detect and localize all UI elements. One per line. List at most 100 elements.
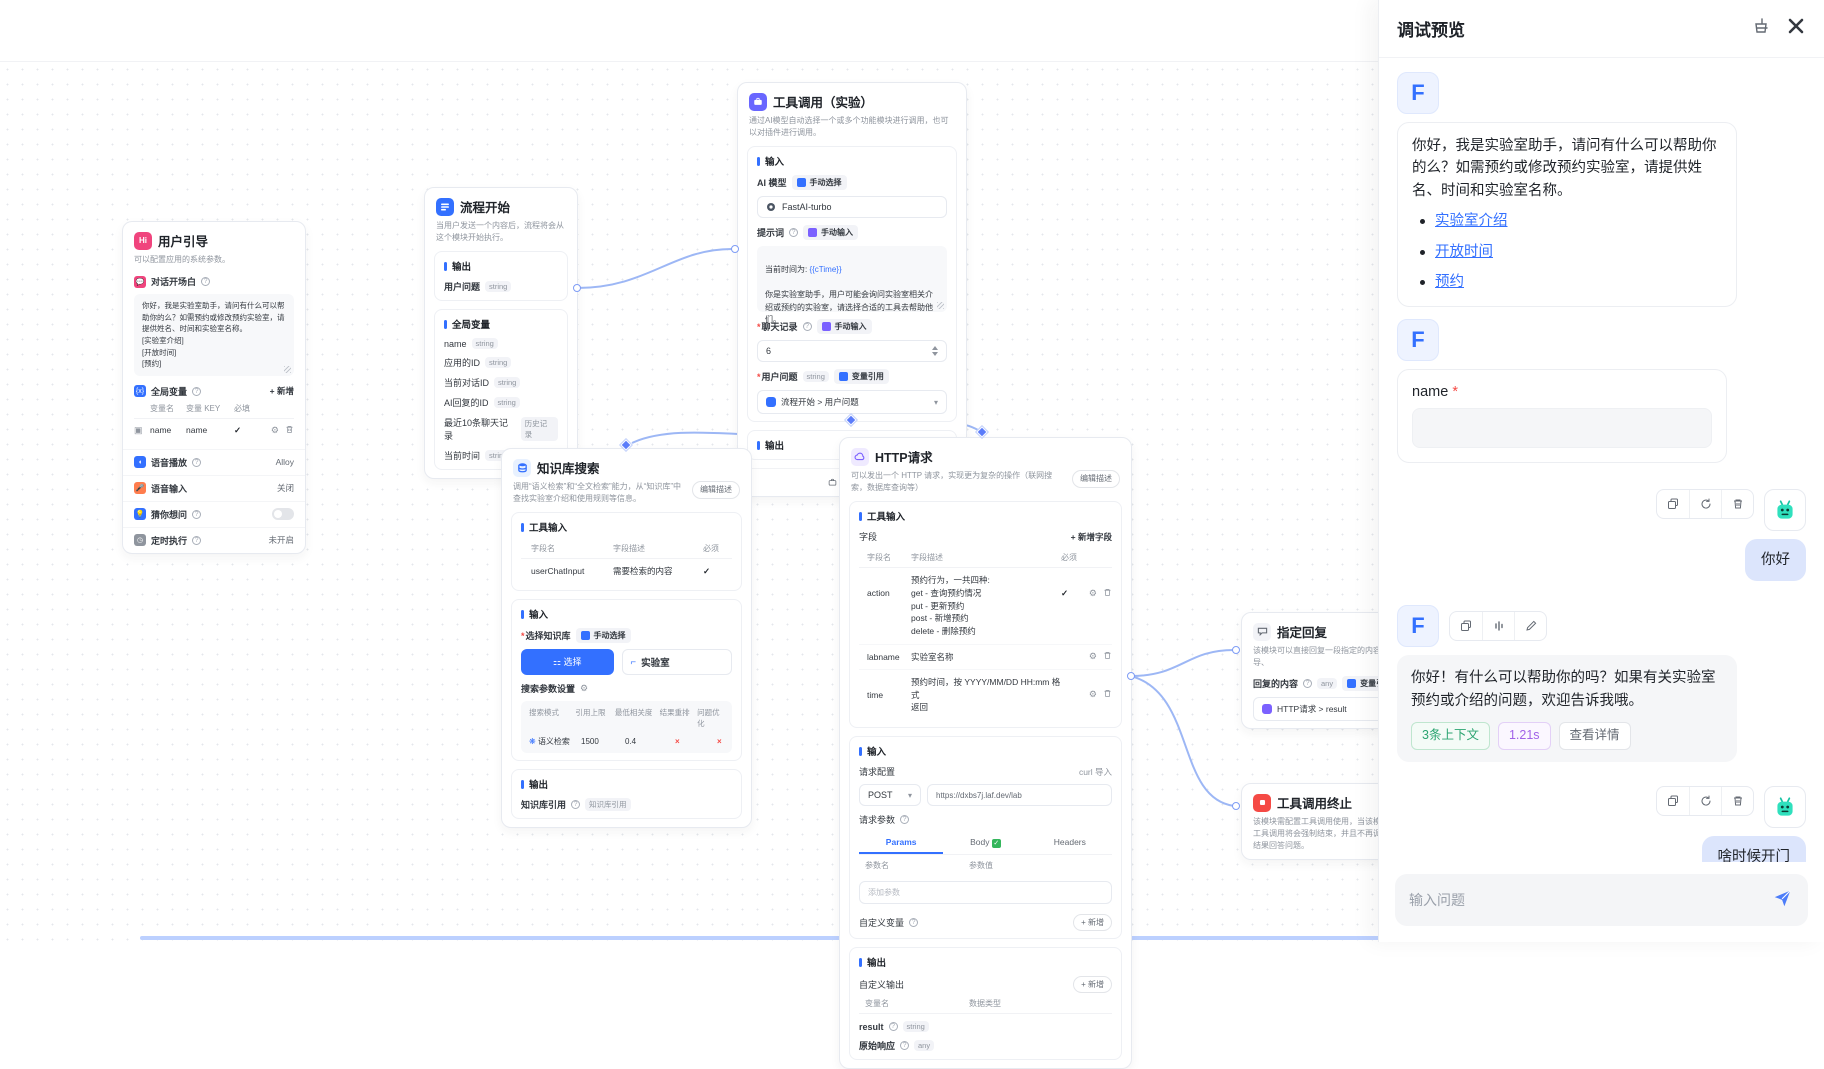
add-param-input[interactable]: 添加参数	[859, 881, 1112, 904]
edit-desc-button[interactable]: 编辑描述	[1072, 470, 1120, 488]
type-chip: any	[1317, 678, 1337, 689]
copy-icon[interactable]	[1657, 490, 1689, 518]
help-icon[interactable]: ?	[900, 1041, 909, 1050]
history-count-input[interactable]: 6	[757, 340, 947, 362]
gear-icon[interactable]: ⚙	[1089, 651, 1097, 662]
opening-textarea[interactable]: 你好，我是实验室助手，请问有什么可以帮助你的么？如需预约或修改预约实验室，请提供…	[134, 294, 294, 376]
tab-body[interactable]: Body ✓	[943, 832, 1027, 854]
delete-icon[interactable]	[1721, 787, 1753, 815]
retry-icon[interactable]	[1689, 490, 1721, 518]
link-open-hours[interactable]: 开放时间	[1435, 241, 1493, 263]
node-http[interactable]: HTTP请求 可以发出一个 HTTP 请求，实现更为复杂的操作（联网搜索，数据库…	[839, 437, 1132, 1069]
drag-handle-icon[interactable]: ▣	[134, 425, 150, 436]
kb-chip[interactable]: ⌐ 实验室	[622, 649, 733, 675]
voice-input-row[interactable]: 🎤 语音输入 关闭	[123, 475, 305, 501]
edit-desc-button[interactable]: 编辑描述	[692, 481, 740, 499]
stop-icon	[1253, 794, 1271, 812]
question-ref-select[interactable]: 流程开始 > 用户问题 ▾	[757, 390, 947, 414]
method-select[interactable]: POST▾	[859, 784, 921, 806]
suggest-link-item[interactable]: 预约	[1412, 271, 1722, 293]
field-desc: 预约行为，一共四种: get - 查询预约情况 put - 更新预约 post …	[911, 574, 1061, 638]
node-kb-search[interactable]: 知识库搜索 调用“语义检索”和“全文检索”能力，从“知识库”中查找实验室介绍和使…	[501, 448, 752, 828]
gear-icon[interactable]: ⚙	[271, 425, 279, 436]
connector-http-out[interactable]	[1127, 672, 1135, 680]
help-icon[interactable]: ?	[571, 800, 580, 809]
add-variable-button[interactable]: + 新增	[270, 385, 294, 397]
form-name-input[interactable]	[1412, 408, 1712, 448]
help-icon[interactable]: ?	[789, 228, 798, 237]
help-icon[interactable]: ?	[192, 458, 201, 467]
chat-input[interactable]: 输入问题	[1395, 874, 1808, 926]
guess-toggle[interactable]	[272, 508, 294, 520]
help-icon[interactable]: ?	[192, 536, 201, 545]
trash-icon[interactable]	[285, 425, 294, 436]
gear-icon[interactable]: ⚙	[1089, 689, 1097, 700]
help-icon[interactable]: ?	[192, 387, 201, 396]
connector-reply-in[interactable]	[1232, 646, 1240, 654]
help-icon[interactable]: ?	[201, 277, 210, 286]
retry-icon[interactable]	[1689, 787, 1721, 815]
gear-icon[interactable]: ⚙	[580, 683, 588, 694]
connector-terminate-in[interactable]	[1232, 802, 1240, 810]
context-count-badge[interactable]: 3条上下文	[1411, 722, 1490, 749]
field-row-labname[interactable]: labname 实验室名称 ⚙	[859, 645, 1112, 670]
suggest-link-item[interactable]: 实验室介绍	[1412, 210, 1722, 232]
question-mode-badge[interactable]: 变量引用	[834, 369, 889, 384]
help-icon[interactable]: ?	[889, 1022, 898, 1031]
help-icon[interactable]: ?	[803, 322, 812, 331]
trash-icon[interactable]	[1103, 574, 1112, 599]
close-icon[interactable]	[1786, 16, 1806, 41]
voice-play-row[interactable]: ◖ 语音播放 ? Alloy	[123, 449, 305, 475]
view-detail-button[interactable]: 查看详情	[1559, 722, 1631, 749]
field-row-action[interactable]: action 预约行为，一共四种: get - 查询预约情况 put - 更新预…	[859, 568, 1112, 645]
tab-headers[interactable]: Headers	[1028, 832, 1112, 854]
col-field-name: 字段名	[859, 552, 911, 563]
connector-flow-start-out[interactable]	[573, 284, 581, 292]
tab-params[interactable]: Params	[859, 832, 943, 854]
node-user-guide[interactable]: Hi 用户引导 可以配置应用的系统参数。 💬 对话开场白 ? 你好，我是实验室助…	[122, 221, 306, 554]
connector-tool-call-in[interactable]	[731, 245, 739, 253]
required-mark: *	[1452, 384, 1458, 400]
col-out-name: 变量名	[859, 998, 969, 1009]
help-icon[interactable]: ?	[192, 510, 201, 519]
send-icon[interactable]	[1772, 887, 1794, 914]
add-custom-output-button[interactable]: + 新增	[1073, 976, 1112, 993]
help-icon[interactable]: ?	[909, 918, 918, 927]
curl-import-button[interactable]: curl 导入	[1079, 766, 1112, 778]
edit-icon[interactable]	[1514, 612, 1546, 640]
link-booking[interactable]: 预约	[1435, 271, 1464, 293]
suggest-link-item[interactable]: 开放时间	[1412, 241, 1722, 263]
model-select[interactable]: FastAI-turbo	[757, 196, 947, 218]
kb-mode-badge[interactable]: 手动选择	[576, 628, 631, 643]
copy-icon[interactable]	[1657, 787, 1689, 815]
copy-icon[interactable]	[1450, 612, 1482, 640]
horizontal-scrollbar[interactable]	[140, 936, 1385, 940]
sound-icon[interactable]	[1482, 612, 1514, 640]
variable-row[interactable]: ▣ name name ✓ ⚙	[134, 419, 294, 442]
timer-row[interactable]: ◷ 定时执行 ? 未开启	[123, 527, 305, 553]
select-kb-button[interactable]: ⚏ 选择	[521, 649, 614, 675]
help-icon[interactable]: ?	[900, 815, 909, 824]
tool-input-row[interactable]: userChatInput 需要检索的内容 ✓	[521, 559, 732, 583]
clear-history-icon[interactable]	[1750, 16, 1770, 41]
stepper[interactable]	[932, 346, 938, 356]
gear-icon[interactable]: ⚙	[1089, 574, 1097, 599]
node-tool-call[interactable]: 工具调用（实验） 通过AI模型自动选择一个或多个功能模块进行调用，也可以对插件进…	[737, 82, 967, 497]
trash-icon[interactable]	[1103, 651, 1112, 662]
prompt-mode-badge[interactable]: 手动输入	[803, 225, 858, 240]
history-mode-badge[interactable]: 手动输入	[817, 319, 872, 334]
prompt-textarea[interactable]: 当前时间为: {{cTime}} 你是实验室助手，用户可能会询问实验室相关介绍或…	[757, 246, 947, 312]
node-flow-start[interactable]: 流程开始 当用户发送一个内容后，流程将会从这个模块开始执行。 输出 用户问题 s…	[424, 187, 578, 479]
url-input[interactable]: https://dxbs7j.laf.dev/lab	[927, 784, 1112, 806]
delete-icon[interactable]	[1721, 490, 1753, 518]
trash-icon[interactable]	[1103, 689, 1112, 700]
output-section-label: 输出	[521, 777, 732, 791]
help-icon[interactable]: ?	[1303, 679, 1312, 688]
add-custom-var-button[interactable]: + 新增	[1073, 914, 1112, 931]
field-row-time[interactable]: time 预约时间，按 YYYY/MM/DD HH:mm 格式 返回 ⚙	[859, 670, 1112, 720]
guess-question-row[interactable]: 💡 猜你想问 ?	[123, 501, 305, 527]
model-mode-badge[interactable]: 手动选择	[792, 175, 847, 190]
latency-badge[interactable]: 1.21s	[1498, 722, 1551, 749]
link-lab-intro[interactable]: 实验室介绍	[1435, 210, 1508, 232]
add-field-button[interactable]: + 新增字段	[1071, 531, 1112, 543]
